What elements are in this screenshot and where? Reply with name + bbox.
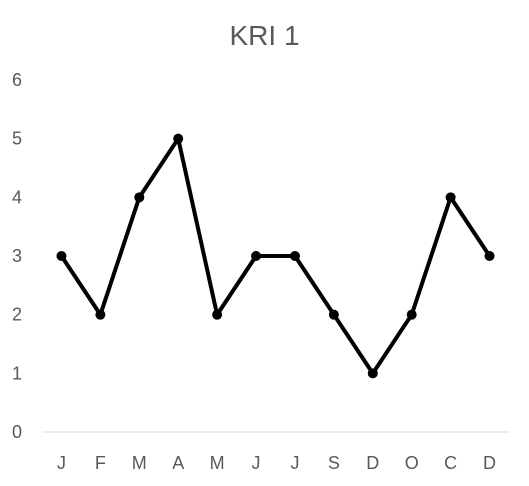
y-tick-label-6: 6	[12, 70, 22, 90]
x-tick-label-8: D	[366, 453, 379, 473]
y-tick-label-3: 3	[12, 246, 22, 266]
y-tick-label-5: 5	[12, 129, 22, 149]
y-tick-label-4: 4	[12, 187, 22, 207]
data-point-5	[251, 251, 262, 261]
data-point-4	[212, 309, 223, 320]
x-tick-label-9: O	[405, 453, 419, 473]
x-tick-label-5: J	[252, 453, 261, 473]
data-point-9	[406, 309, 417, 320]
data-point-6	[289, 251, 300, 261]
x-tick-label-0: J	[57, 453, 66, 473]
x-tick-label-4: M	[210, 453, 225, 473]
y-tick-label-0: 0	[12, 422, 22, 442]
x-tick-label-6: J	[290, 453, 299, 473]
y-tick-label-2: 2	[12, 305, 22, 325]
chart-title: KRI 1	[229, 20, 300, 51]
data-point-7	[328, 309, 339, 320]
data-point-10	[445, 192, 456, 203]
data-point-0	[56, 251, 67, 261]
x-tick-label-10: C	[444, 453, 457, 473]
data-point-11	[484, 251, 495, 261]
x-tick-label-2: M	[132, 453, 147, 473]
data-point-2	[134, 192, 145, 203]
x-tick-label-1: F	[95, 453, 106, 473]
x-tick-label-11: D	[483, 453, 496, 473]
y-axis: 0 1 2 3 4 5 6	[12, 70, 22, 442]
series-line-0	[59, 133, 492, 377]
data-point-8	[367, 368, 378, 379]
data-point-3	[173, 133, 184, 144]
series-group	[56, 133, 495, 379]
data-point-1	[95, 309, 106, 320]
x-tick-label-3: A	[172, 453, 184, 473]
y-tick-label-1: 1	[12, 363, 22, 383]
x-tick-label-7: S	[328, 453, 340, 473]
